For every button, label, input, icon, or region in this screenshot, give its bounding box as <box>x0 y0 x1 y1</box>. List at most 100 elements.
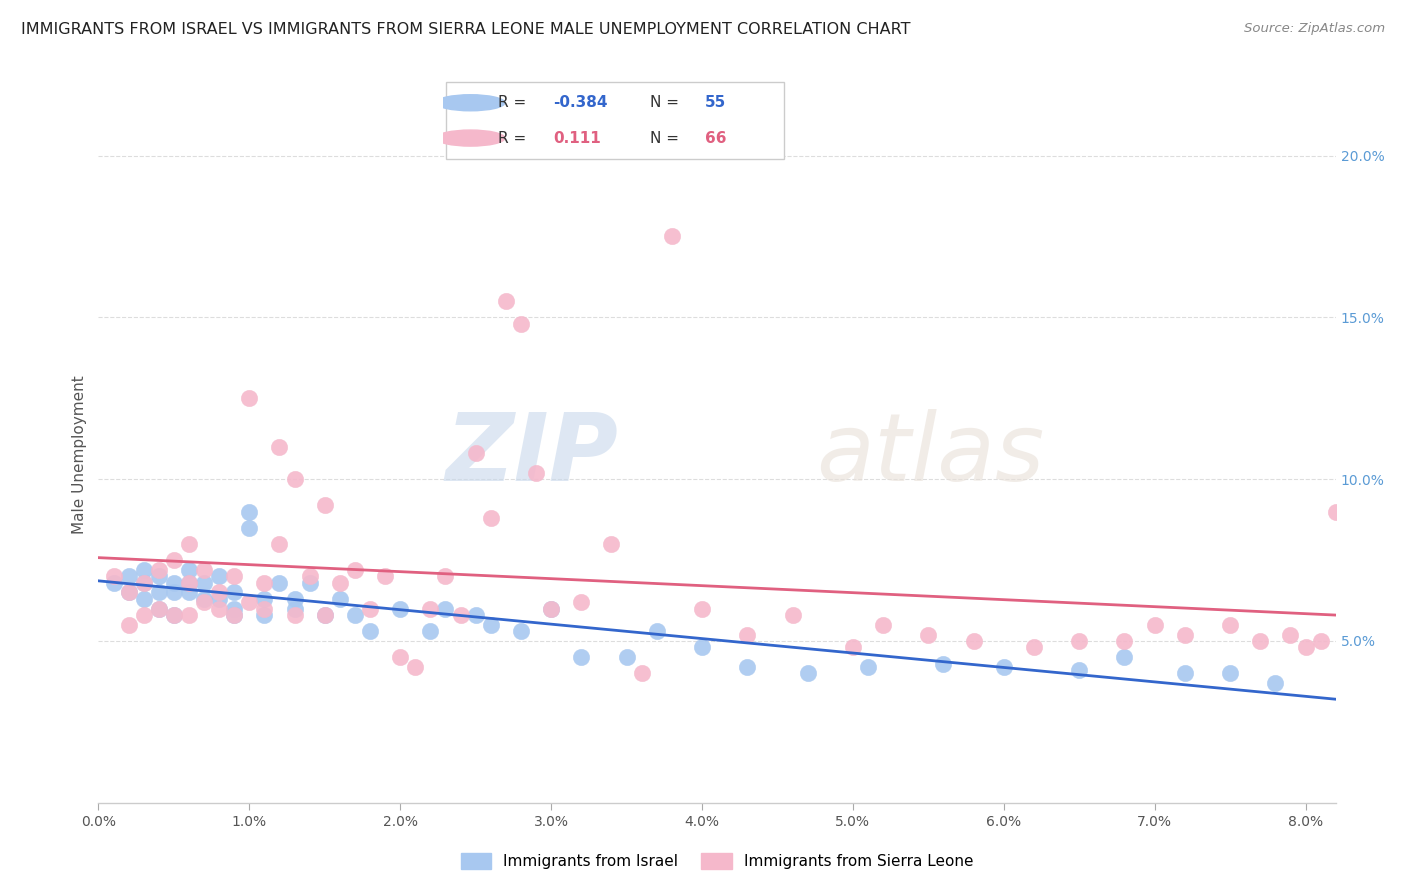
Point <box>479 511 502 525</box>
Text: R =: R = <box>498 95 531 111</box>
Point <box>690 601 713 615</box>
Point <box>224 601 246 615</box>
Point <box>389 601 412 615</box>
Point <box>224 585 246 599</box>
Legend: Immigrants from Israel, Immigrants from Sierra Leone: Immigrants from Israel, Immigrants from … <box>454 847 980 875</box>
Text: atlas: atlas <box>815 409 1045 500</box>
Point <box>132 575 155 590</box>
Point <box>1295 640 1317 655</box>
Point <box>661 229 683 244</box>
Point <box>193 575 215 590</box>
Point <box>269 537 291 551</box>
Text: 0.111: 0.111 <box>553 130 600 145</box>
Point <box>148 601 170 615</box>
Point <box>1022 640 1045 655</box>
Circle shape <box>436 130 505 146</box>
Point <box>569 650 592 665</box>
Point <box>177 563 200 577</box>
Point <box>434 569 457 583</box>
Point <box>163 585 186 599</box>
Point <box>1264 676 1286 690</box>
Point <box>163 608 186 623</box>
Point <box>193 563 215 577</box>
Point <box>329 591 352 606</box>
Text: 66: 66 <box>704 130 725 145</box>
Point <box>132 575 155 590</box>
Point <box>1309 634 1331 648</box>
Point <box>1249 634 1271 648</box>
Point <box>540 601 562 615</box>
Point <box>1279 627 1302 641</box>
Point <box>314 608 336 623</box>
Point <box>253 601 276 615</box>
Point <box>600 537 623 551</box>
Point <box>645 624 668 639</box>
Point <box>314 608 336 623</box>
Point <box>148 563 170 577</box>
Text: N =: N = <box>650 95 683 111</box>
Point <box>177 537 200 551</box>
Point <box>329 575 352 590</box>
Point <box>132 608 155 623</box>
Point <box>495 294 517 309</box>
Point <box>917 627 939 641</box>
Point <box>359 601 381 615</box>
FancyBboxPatch shape <box>446 82 785 159</box>
Point <box>224 569 246 583</box>
Point <box>343 608 366 623</box>
Point <box>103 569 125 583</box>
Point <box>208 569 231 583</box>
Point <box>419 601 441 615</box>
Point <box>117 569 139 583</box>
Point <box>616 650 638 665</box>
Text: -0.384: -0.384 <box>553 95 607 111</box>
Point <box>1174 666 1197 681</box>
Point <box>404 660 426 674</box>
Point <box>103 575 125 590</box>
Point <box>253 575 276 590</box>
Point <box>690 640 713 655</box>
Point <box>224 608 246 623</box>
Point <box>314 498 336 512</box>
Point <box>796 666 818 681</box>
Point <box>1069 634 1091 648</box>
Point <box>962 634 984 648</box>
Point <box>464 608 486 623</box>
Point <box>569 595 592 609</box>
Point <box>509 317 531 331</box>
Point <box>735 627 758 641</box>
Point <box>148 601 170 615</box>
Point <box>163 553 186 567</box>
Point <box>238 521 260 535</box>
Point <box>224 608 246 623</box>
Point <box>253 608 276 623</box>
Point <box>177 575 200 590</box>
Point <box>284 472 307 486</box>
Point <box>374 569 396 583</box>
Point <box>177 608 200 623</box>
Point <box>464 446 486 460</box>
Point <box>284 608 307 623</box>
Point <box>359 624 381 639</box>
Point <box>842 640 865 655</box>
Point <box>132 591 155 606</box>
Point <box>132 563 155 577</box>
Point <box>1114 634 1136 648</box>
Point <box>343 563 366 577</box>
Point <box>117 585 139 599</box>
Point <box>163 575 186 590</box>
Point <box>389 650 412 665</box>
Point <box>117 585 139 599</box>
Point <box>782 608 804 623</box>
Point <box>208 601 231 615</box>
Point <box>630 666 652 681</box>
Point <box>509 624 531 639</box>
Point <box>540 601 562 615</box>
Point <box>1174 627 1197 641</box>
Text: Source: ZipAtlas.com: Source: ZipAtlas.com <box>1244 22 1385 36</box>
Point <box>419 624 441 639</box>
Point <box>193 591 215 606</box>
Point <box>177 575 200 590</box>
Text: ZIP: ZIP <box>446 409 619 501</box>
Y-axis label: Male Unemployment: Male Unemployment <box>72 376 87 534</box>
